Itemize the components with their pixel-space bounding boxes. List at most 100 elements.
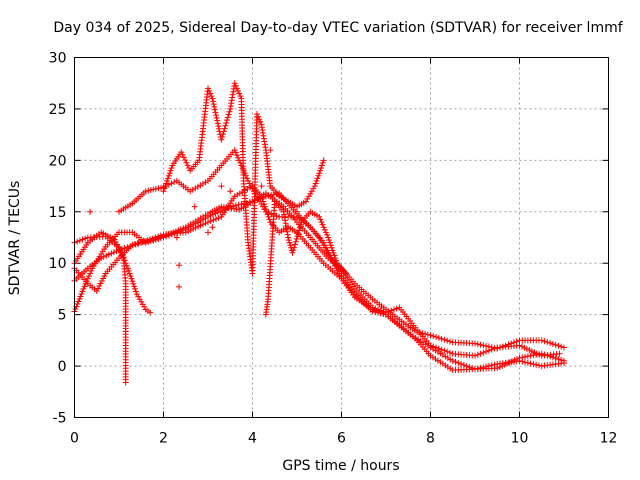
data-point: [328, 244, 335, 251]
data-point: [164, 177, 171, 184]
data-point: [472, 352, 478, 359]
data-point: [292, 238, 299, 245]
data-point: [81, 283, 88, 290]
data-point: [235, 87, 242, 94]
data-point: [142, 188, 149, 195]
data-point: [233, 152, 240, 159]
data-point: [128, 275, 135, 282]
data-point: [491, 345, 498, 352]
data-point: [483, 348, 490, 355]
data-point: [267, 147, 274, 154]
data-point: [296, 224, 303, 231]
data-point: [79, 288, 86, 295]
data-point: [547, 353, 554, 360]
data-point: [206, 87, 213, 94]
data-point: [302, 198, 309, 205]
data-point: [319, 221, 326, 228]
data-point: [485, 362, 492, 369]
data-point: [522, 359, 529, 366]
data-point: [287, 242, 294, 249]
data-point: [323, 244, 330, 251]
data-point: [231, 147, 238, 154]
data-point: [176, 283, 183, 290]
data-point: [369, 306, 376, 313]
data-point: [74, 301, 81, 308]
data-point: [116, 246, 122, 253]
data-point: [147, 236, 154, 243]
data-point: [218, 136, 225, 143]
y-tick-label: 15: [49, 205, 67, 221]
data-point: [168, 165, 175, 172]
data-point: [377, 309, 384, 316]
data-point: [209, 95, 216, 102]
data-point: [441, 336, 448, 343]
data-point: [160, 188, 167, 195]
data-point: [72, 306, 79, 313]
data-point: [444, 348, 451, 355]
data-point: [527, 352, 534, 359]
data-point: [319, 159, 326, 166]
data-point: [329, 247, 336, 254]
data-point: [184, 162, 191, 169]
data-point: [212, 109, 219, 116]
data-point: [474, 351, 481, 358]
data-point: [296, 227, 303, 234]
data-point: [211, 103, 218, 110]
data-point: [145, 187, 152, 194]
data-point: [374, 308, 381, 315]
data-point: [320, 239, 327, 246]
data-point: [167, 167, 174, 174]
data-point: [477, 350, 484, 357]
data-point: [325, 234, 332, 241]
data-point: [133, 291, 140, 298]
data-point: [194, 183, 201, 190]
data-point: [231, 193, 238, 200]
data-point: [164, 175, 171, 182]
data-point: [185, 164, 192, 171]
data-point: [262, 208, 269, 215]
data-point: [165, 172, 172, 179]
data-point: [197, 182, 204, 189]
x-tick-label: 10: [511, 431, 529, 447]
y-tick-label: 30: [49, 51, 67, 67]
data-point: [80, 285, 87, 292]
data-point: [458, 361, 465, 368]
data-point: [221, 125, 228, 132]
data-point: [131, 240, 138, 247]
y-axis-label: SDTVAR / TECUs: [7, 181, 23, 296]
data-point: [519, 358, 526, 365]
data-point: [289, 249, 296, 256]
data-point: [138, 298, 145, 305]
data-point: [391, 306, 398, 313]
x-tick-label: 12: [600, 431, 618, 447]
data-point: [215, 125, 222, 132]
data-point: [330, 249, 337, 256]
data-point: [163, 180, 170, 187]
data-point: [552, 341, 559, 348]
data-point: [220, 128, 227, 135]
y-tick-label: -5: [53, 411, 67, 427]
data-point: [441, 347, 448, 354]
data-point: [291, 241, 298, 248]
data-point: [294, 233, 301, 240]
data-point: [393, 305, 400, 312]
data-point: [192, 185, 199, 192]
data-point: [317, 167, 324, 174]
data-point: [452, 358, 459, 365]
data-point: [213, 112, 220, 119]
data-point: [549, 354, 556, 361]
data-point: [474, 341, 481, 348]
data-point: [530, 361, 537, 368]
data-point: [561, 344, 567, 351]
data-point: [446, 338, 453, 345]
data-point: [307, 190, 314, 197]
data-point: [549, 340, 556, 347]
data-point: [256, 198, 263, 205]
data-point: [337, 273, 344, 280]
data-point: [294, 208, 300, 215]
data-point: [261, 206, 268, 213]
data-point: [472, 340, 478, 347]
data-point: [483, 363, 490, 370]
x-tick-label: 6: [337, 431, 346, 447]
data-point: [129, 241, 136, 248]
